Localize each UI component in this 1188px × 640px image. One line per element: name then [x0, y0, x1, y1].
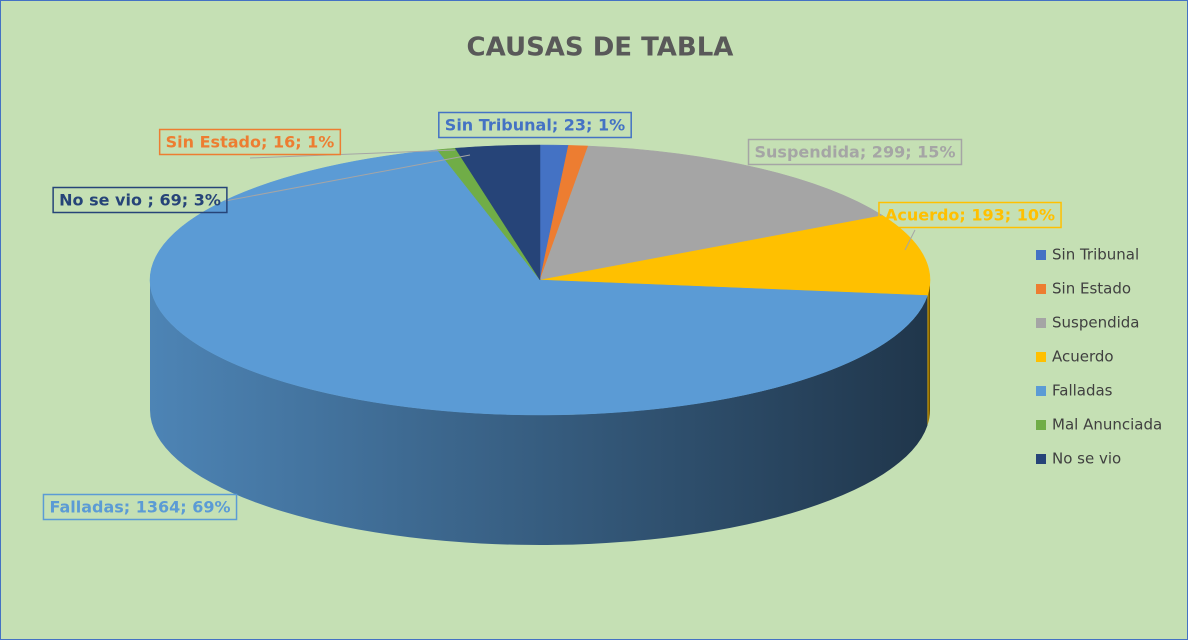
data-label-box	[42, 493, 238, 521]
data-label-box	[52, 186, 228, 214]
legend-label: No se vio	[1052, 450, 1121, 468]
leader-line	[904, 229, 916, 251]
legend-swatch	[1036, 318, 1046, 328]
legend-label: Acuerdo	[1052, 348, 1114, 366]
legend-swatch	[1036, 386, 1046, 396]
data-label: Suspendida; 299; 15%	[755, 143, 956, 162]
slice-side	[150, 280, 928, 546]
slice	[539, 145, 884, 281]
legend-swatch	[1036, 284, 1046, 294]
data-label: Acuerdo; 193; 10%	[885, 206, 1055, 225]
leader-line	[249, 149, 456, 159]
data-label-box	[747, 138, 963, 166]
data-label: Sin Tribunal; 23; 1%	[445, 116, 625, 135]
legend-label: Suspendida	[1052, 314, 1140, 332]
legend-swatch	[1036, 250, 1046, 260]
legend-label: Sin Tribunal	[1052, 246, 1139, 264]
leader-line	[224, 154, 471, 202]
chart-title: CAUSAS DE TABLA	[467, 33, 734, 63]
data-label-box	[438, 111, 632, 139]
slice	[454, 144, 541, 281]
data-label: Sin Estado; 16; 1%	[166, 133, 335, 152]
slice-side	[927, 280, 930, 426]
data-label: No se vio ; 69; 3%	[59, 191, 221, 210]
legend-swatch	[1036, 352, 1046, 362]
legend-label: Mal Anunciada	[1052, 416, 1162, 434]
legend-label: Falladas	[1052, 382, 1113, 400]
data-label-box	[158, 128, 342, 156]
data-label-box	[878, 201, 1062, 229]
legend-swatch	[1036, 454, 1046, 464]
slice	[539, 215, 931, 296]
legend-swatch	[1036, 420, 1046, 430]
data-label: Falladas; 1364; 69%	[49, 498, 230, 517]
legend-label: Sin Estado	[1052, 280, 1131, 298]
